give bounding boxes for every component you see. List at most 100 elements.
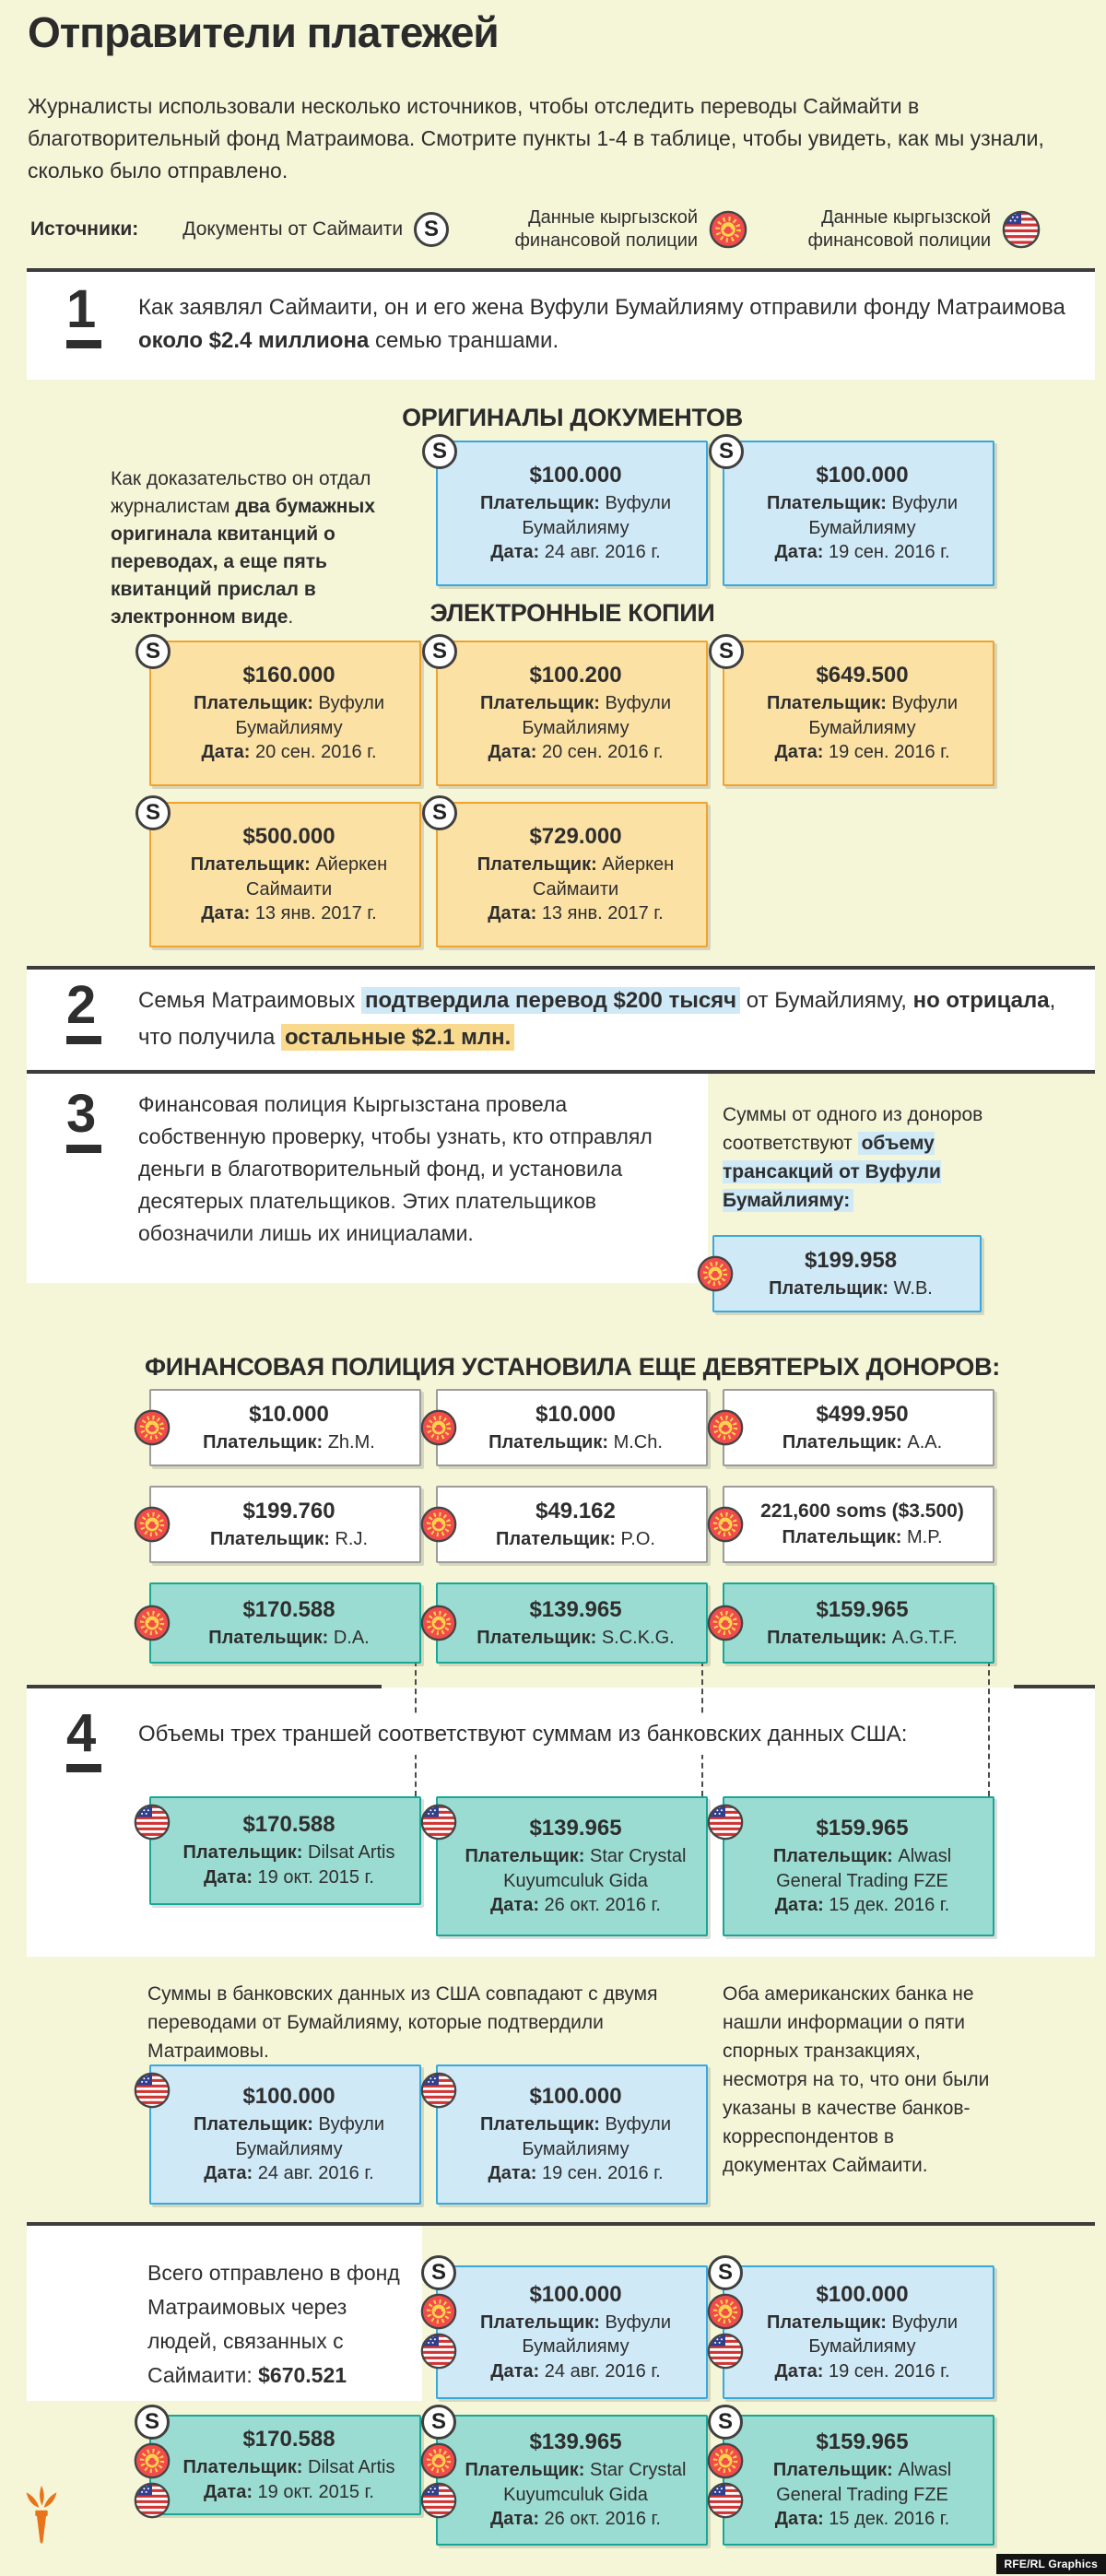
receipt-card: S $729.000 Плательщик: Айеркен Саймаити … [422, 795, 708, 947]
date-line: Дата: 24 авг. 2016 г. [490, 2360, 661, 2382]
kyrgyzstan-flag-icon [134, 1506, 171, 1543]
date-line: Дата: 19 сен. 2016 г. [488, 2163, 664, 2184]
bank-transfer-card: $139.965 Плательщик: Star Crystal Kuyumc… [420, 1796, 708, 1936]
graphics-credit-badge: RFE/RL Graphics [995, 2554, 1106, 2574]
us-flag-icon [707, 2482, 744, 2519]
amount: $139.965 [529, 2429, 622, 2455]
payer-line: Плательщик: D.A. [208, 1627, 370, 1648]
date-line: Дата: 24 авг. 2016 г. [490, 542, 661, 563]
bank-transfer-card: $100.000 Плательщик: Вуфули Бумайлияму Д… [134, 2064, 421, 2205]
kyrgyzstan-flag-icon [420, 2293, 457, 2330]
payer-line: Плательщик: Айеркен Саймаити [190, 854, 388, 900]
donor-card: $10.000 Плательщик: M.Ch. [420, 1389, 708, 1466]
date-line: Дата: 15 дек. 2016 г. [774, 2509, 950, 2530]
section-3-sidenote: Суммы от одного из доноров соответствуют… [723, 1104, 983, 1212]
receipt-card: S $160.000 Плательщик: Вуфули Бумайлияму… [135, 634, 421, 786]
source-saimaiti-docs: Документы от Саймаити S [182, 212, 450, 247]
blue-highlight: подтвердила перевод $200 тысяч [361, 987, 741, 1014]
amount: $160.000 [242, 663, 335, 688]
us-banks-note: Оба американских банка не нашли информац… [723, 1983, 990, 2176]
kyrgyzstan-flag-icon [709, 210, 747, 249]
section-divider [27, 966, 1095, 970]
rferl-torch-logo [22, 2485, 61, 2556]
amount: 221,600 soms ($3.500) [760, 1500, 964, 1522]
saimaiti-s-icon: S [708, 2255, 743, 2290]
date-line: Дата: 24 авг. 2016 г. [204, 2163, 374, 2184]
receipt-card: S $100.000 Плательщик: Вуфули Бумайлияму… [709, 434, 994, 586]
amount: $100.000 [242, 2084, 335, 2110]
section-1-text: Как заявлял Саймаити, он и его жена Вуфу… [138, 295, 1065, 353]
orange-highlight: остальные $2.1 млн. [281, 1024, 515, 1051]
kyrgyzstan-flag-icon [134, 2442, 171, 2479]
combined-source-card: S $159.965 Плательщик: Alwasl General Tr… [707, 2405, 994, 2546]
donors-row-1: $10.000 Плательщик: Zh.M. $10.000 Плател… [134, 1389, 994, 1466]
donors-row-2: $199.760 Плательщик: R.J. $49.162 Плател… [134, 1486, 994, 1563]
date-line: Дата: 19 окт. 2015 г. [204, 2481, 374, 2502]
payer-line: Плательщик: Вуфули Бумайлияму [193, 2114, 385, 2159]
copies-card-row-1: S $160.000 Плательщик: Вуфули Бумайлияму… [135, 634, 994, 786]
amount: $100.000 [529, 463, 622, 488]
section-2-text: Семья Матраимовых подтвердила перевод $2… [138, 987, 1056, 1051]
bank-transfer-card: $170.588 Плательщик: Dilsat Artis Дата: … [134, 1796, 421, 1905]
originals-heading: ОРИГИНАЛЫ ДОКУМЕНТОВ [402, 404, 743, 431]
section-2-number: 2 [66, 979, 101, 1044]
saimaiti-s-icon: S [422, 434, 457, 469]
date-line: Дата: 20 сен. 2016 г. [201, 742, 377, 763]
combined-source-card: S $139.965 Плательщик: Star Crystal Kuyu… [420, 2405, 708, 2546]
total-teal-row: S $170.588 Плательщик: Dilsat Artis Дата… [134, 2405, 994, 2546]
number-underline [66, 1764, 101, 1772]
payment-card: $199.958 Плательщик: W.B. [697, 1235, 982, 1312]
kyrgyzstan-flag-icon [707, 1506, 744, 1543]
us-flag-icon [420, 1804, 457, 1841]
payer-line: Плательщик: Dilsat Artis [182, 2457, 395, 2477]
payer-line: Плательщик: W.B. [769, 1277, 933, 1299]
date-line: Дата: 19 окт. 2015 г. [204, 1867, 374, 1888]
donor-card: $199.760 Плательщик: R.J. [134, 1486, 421, 1563]
payer-line: Плательщик: Вуфули Бумайлияму [479, 2311, 672, 2358]
us-flag-icon [134, 2482, 171, 2519]
donor-card: $499.950 Плательщик: A.A. [707, 1389, 994, 1466]
payer-line: Плательщик: Вуфули Бумайлияму [479, 693, 672, 738]
amount: $10.000 [249, 1401, 329, 1427]
donors-row-3: $170.588 Плательщик: D.A. $139.965 Плате… [134, 1582, 994, 1664]
us-flag-icon [420, 2072, 457, 2109]
donors-heading: ФИНАНСОВАЯ ПОЛИЦИЯ УСТАНОВИЛА ЕЩЕ ДЕВЯТЕ… [145, 1353, 1000, 1381]
payer-line: Плательщик: S.C.K.G. [477, 1627, 675, 1648]
amount: $49.162 [535, 1498, 616, 1523]
total-blue-row: S $100.000 Плательщик: Вуфули Бумайлияму… [420, 2255, 994, 2399]
payer-line: Плательщик: P.O. [496, 1528, 655, 1549]
donor-card: $10.000 Плательщик: Zh.M. [134, 1389, 421, 1466]
section-divider [27, 1070, 1095, 1074]
us-flag-icon [707, 1804, 744, 1841]
combined-source-card: S $100.000 Плательщик: Вуфули Бумайлияму… [707, 2255, 994, 2399]
payer-line: Плательщик: Zh.M. [203, 1431, 375, 1453]
saimaiti-s-icon: S [421, 2255, 456, 2290]
number-underline [66, 340, 101, 348]
payer-line: Плательщик: M.P. [782, 1526, 943, 1547]
source-icon-stack: S [707, 2405, 744, 2519]
amount: $100.000 [816, 463, 909, 488]
source-label: Данные кыргызской финансовой полиции [514, 207, 699, 251]
section-4-number: 4 [66, 1707, 101, 1772]
us-flag-icon [134, 2072, 171, 2109]
source-icon-stack: S [134, 2405, 171, 2519]
us-flag-icon [420, 2482, 457, 2519]
kyrgyzstan-flag-icon [707, 1409, 744, 1446]
bank-transfer-card: $100.000 Плательщик: Вуфули Бумайлияму Д… [420, 2064, 708, 2205]
payer-line: Плательщик: Вуфули Бумайлияму [479, 493, 672, 538]
receipt-card: S $649.500 Плательщик: Вуфули Бумайлияму… [709, 634, 994, 786]
section-1-note: Как доказательство он отдал журналистам … [111, 468, 376, 628]
payer-line: Плательщик: Star Crystal Kuyumculuk Gida [465, 2460, 687, 2505]
amount: $100.200 [529, 663, 622, 688]
payer-line: Плательщик: Alwasl General Trading FZE [772, 1846, 952, 1891]
combined-source-card: S $170.588 Плательщик: Dilsat Artis Дата… [134, 2405, 421, 2519]
payer-line: Плательщик: Вуфули Бумайлияму [766, 693, 959, 738]
section-4-text: Объемы трех траншей соответствуют суммам… [138, 1714, 919, 1755]
section-1-number: 1 [66, 283, 101, 348]
section-divider [1014, 1685, 1095, 1688]
combined-source-card: S $100.000 Плательщик: Вуфули Бумайлияму… [420, 2255, 708, 2399]
date-line: Дата: 19 сен. 2016 г. [774, 542, 950, 563]
payer-line: Плательщик: Star Crystal Kuyumculuk Gida [465, 1846, 687, 1891]
amount: $729.000 [529, 824, 622, 850]
